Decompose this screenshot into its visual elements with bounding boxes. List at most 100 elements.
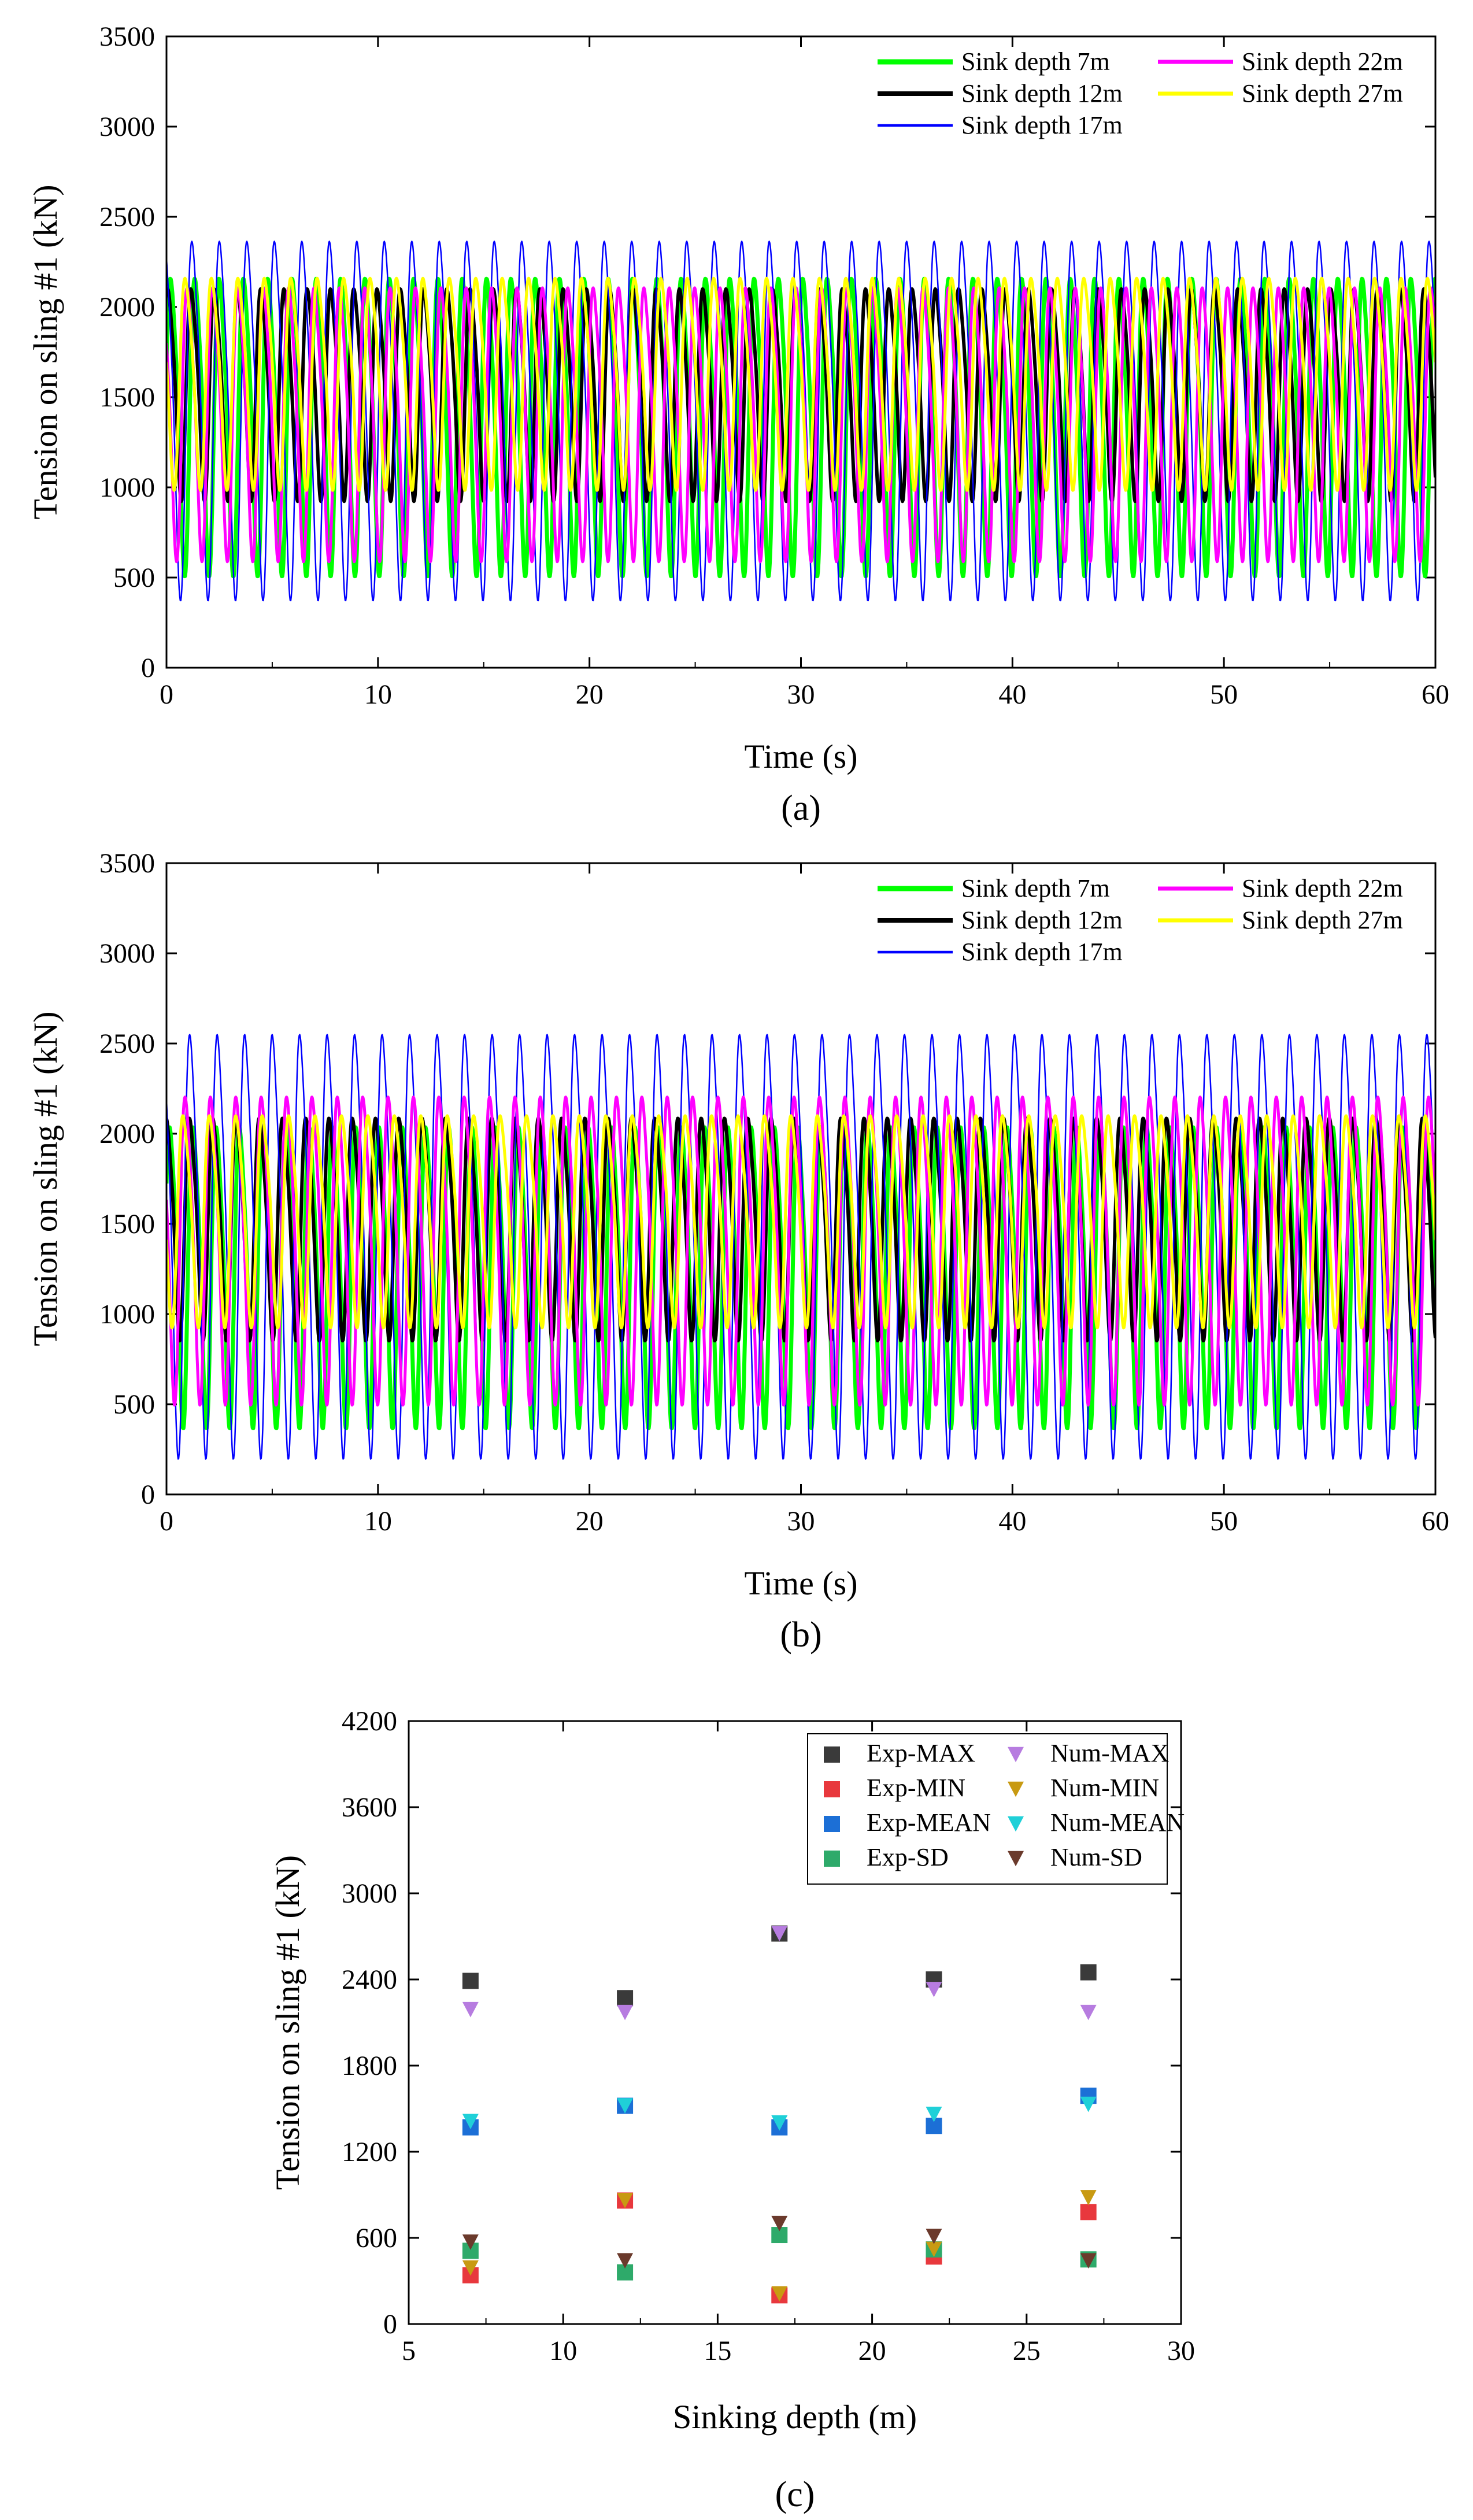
c-legend-label-exp-mean: Exp-MEAN — [867, 1808, 991, 1837]
c-legend-marker-num-max — [1008, 1746, 1024, 1763]
b-y-tick-label: 3000 — [99, 938, 155, 969]
c-x-tick-label: 25 — [1013, 2336, 1041, 2366]
b-x-tick-label: 0 — [160, 1506, 173, 1537]
a-series-group — [166, 240, 1435, 602]
a-series-line-sink-depth-27m — [166, 276, 1435, 492]
c-point-num-min — [1080, 2190, 1097, 2206]
c-point-num-max — [1080, 2004, 1097, 2021]
c-point-num-min — [771, 2286, 788, 2302]
c-y-axis-title: Tension on sling #1 (kN) — [269, 1855, 306, 2190]
c-point-num-sd — [617, 2253, 634, 2269]
c-point-num-min — [926, 2241, 942, 2258]
b-plot-frame — [165, 862, 1437, 1496]
b-y-tick-label: 2500 — [99, 1028, 155, 1059]
c-point-exp-max — [462, 1973, 479, 1989]
c-legend-label-num-min: Num-MIN — [1050, 1774, 1159, 1802]
c-y-tick-label: 3000 — [342, 1878, 397, 1909]
c-y-tick-label: 3600 — [342, 1792, 397, 1823]
c-legend-label-num-sd: Num-SD — [1050, 1843, 1142, 1871]
c-legend-label-exp-min: Exp-MIN — [867, 1774, 965, 1802]
b-panel-label: (b) — [780, 1615, 821, 1655]
c-point-num-mean — [771, 2115, 788, 2131]
a-y-tick-label: 500 — [113, 563, 155, 593]
c-legend-label-num-mean: Num-MEAN — [1050, 1808, 1185, 1837]
c-legend-label-num-max: Num-MAX — [1050, 1739, 1169, 1767]
b-y-tick-label: 0 — [141, 1479, 155, 1510]
a-x-tick-label: 0 — [160, 679, 173, 710]
b-x-tick-label: 50 — [1210, 1506, 1238, 1537]
a-x-tick-label: 10 — [364, 679, 392, 710]
c-x-tick-label: 15 — [704, 2336, 731, 2366]
a-x-tick-label: 20 — [576, 679, 604, 710]
c-point-exp-max — [617, 1990, 634, 2007]
c-point-num-sd — [462, 2234, 479, 2250]
a-plot-frame — [165, 35, 1437, 669]
c-point-num-sd — [926, 2229, 942, 2244]
a-x-tick-label: 40 — [998, 679, 1026, 710]
b-y-tick-label: 500 — [113, 1389, 155, 1420]
c-legend-marker-num-min — [1008, 1781, 1024, 1797]
c-point-exp-max — [1080, 1964, 1097, 1981]
c-point-num-sd — [771, 2215, 788, 2232]
b-series-line-sink-depth-17m — [166, 1034, 1435, 1460]
b-y-tick-label: 3500 — [99, 848, 155, 879]
c-legend-label-exp-sd: Exp-SD — [867, 1843, 949, 1871]
c-point-num-max — [926, 1982, 942, 1997]
b-legend-label-sink-depth-17m: Sink depth 17m — [961, 938, 1123, 966]
c-legend-label-exp-max: Exp-MAX — [867, 1739, 975, 1767]
a-y-tick-label: 0 — [141, 653, 155, 683]
b-x-axis-title: Time (s) — [744, 1564, 857, 1602]
panel-b-chart: 0 10 20 30 40 50 60 0 500 1000 1500 2000 2500 3000 350… — [27, 848, 1449, 1655]
c-plot-frame — [408, 1720, 1182, 2325]
b-y-tick-label: 2000 — [99, 1119, 155, 1149]
a-legend-label-sink-depth-7m: Sink depth 7m — [961, 47, 1110, 76]
c-point-num-min — [617, 2193, 634, 2208]
c-x-axis-title: Sinking depth (m) — [673, 2398, 917, 2436]
c-points-group — [462, 1925, 1097, 2304]
b-y-tick-label: 1000 — [99, 1299, 155, 1330]
b-x-tick-label: 60 — [1422, 1506, 1449, 1537]
c-legend-marker-exp-mean — [824, 1816, 840, 1832]
a-series-line-sink-depth-17m — [166, 240, 1435, 602]
a-x-axis-title: Time (s) — [744, 738, 857, 775]
c-point-num-mean — [926, 2107, 942, 2122]
c-legend: Exp-MAX Exp-MIN Exp-MEAN Exp-SD Num-MAX Num-M… — [807, 1733, 1185, 1885]
a-x-tick-label: 30 — [787, 679, 815, 710]
a-legend-label-sink-depth-22m: Sink depth 22m — [1242, 47, 1403, 76]
c-legend-marker-num-mean — [1008, 1816, 1024, 1832]
b-x-tick-label: 30 — [787, 1506, 815, 1537]
c-legend-marker-exp-min — [824, 1781, 840, 1797]
a-y-tick-label: 1000 — [99, 472, 155, 503]
b-series-line-sink-depth-27m — [166, 1114, 1435, 1330]
c-legend-marker-num-sd — [1008, 1851, 1024, 1867]
c-point-num-mean — [617, 2098, 634, 2114]
c-y-tick-label: 1200 — [342, 2137, 397, 2167]
c-point-num-max — [617, 2004, 634, 2021]
a-panel-label: (a) — [781, 789, 821, 828]
a-y-tick-label: 3000 — [99, 112, 155, 142]
c-y-tick-label: 4200 — [342, 1706, 397, 1737]
a-y-axis-title: Tension on sling #1 (kN) — [27, 184, 64, 519]
c-x-tick-label: 20 — [858, 2336, 886, 2366]
b-series-line-sink-depth-22m — [166, 1096, 1435, 1407]
b-legend-label-sink-depth-7m: Sink depth 7m — [961, 874, 1110, 902]
c-panel-label: (c) — [775, 2475, 815, 2514]
a-y-tick-label: 2500 — [99, 202, 155, 232]
a-x-tick-label: 60 — [1422, 679, 1449, 710]
b-legend: Sink depth 7m Sink depth 12m Sink depth 17… — [878, 874, 1403, 966]
b-x-tick-label: 10 — [364, 1506, 392, 1537]
c-point-exp-min — [1080, 2204, 1097, 2221]
a-y-tick-label: 3500 — [99, 21, 155, 52]
c-point-num-mean — [462, 2114, 479, 2130]
c-point-num-max — [462, 2001, 479, 2018]
c-y-tick-label: 1800 — [342, 2051, 397, 2081]
c-y-tick-label: 0 — [383, 2309, 397, 2340]
a-legend-label-sink-depth-17m: Sink depth 17m — [961, 111, 1123, 139]
b-x-tick-label: 20 — [576, 1506, 604, 1537]
b-y-axis-title: Tension on sling #1 (kN) — [27, 1011, 64, 1346]
panel-c-chart: 5 10 15 20 25 30 0 600 1200 1800 2400 3000 3600 4200 S… — [269, 1706, 1195, 2514]
c-point-num-min — [462, 2260, 479, 2276]
c-legend-marker-exp-max — [824, 1746, 840, 1763]
b-y-tick-label: 1500 — [99, 1209, 155, 1239]
